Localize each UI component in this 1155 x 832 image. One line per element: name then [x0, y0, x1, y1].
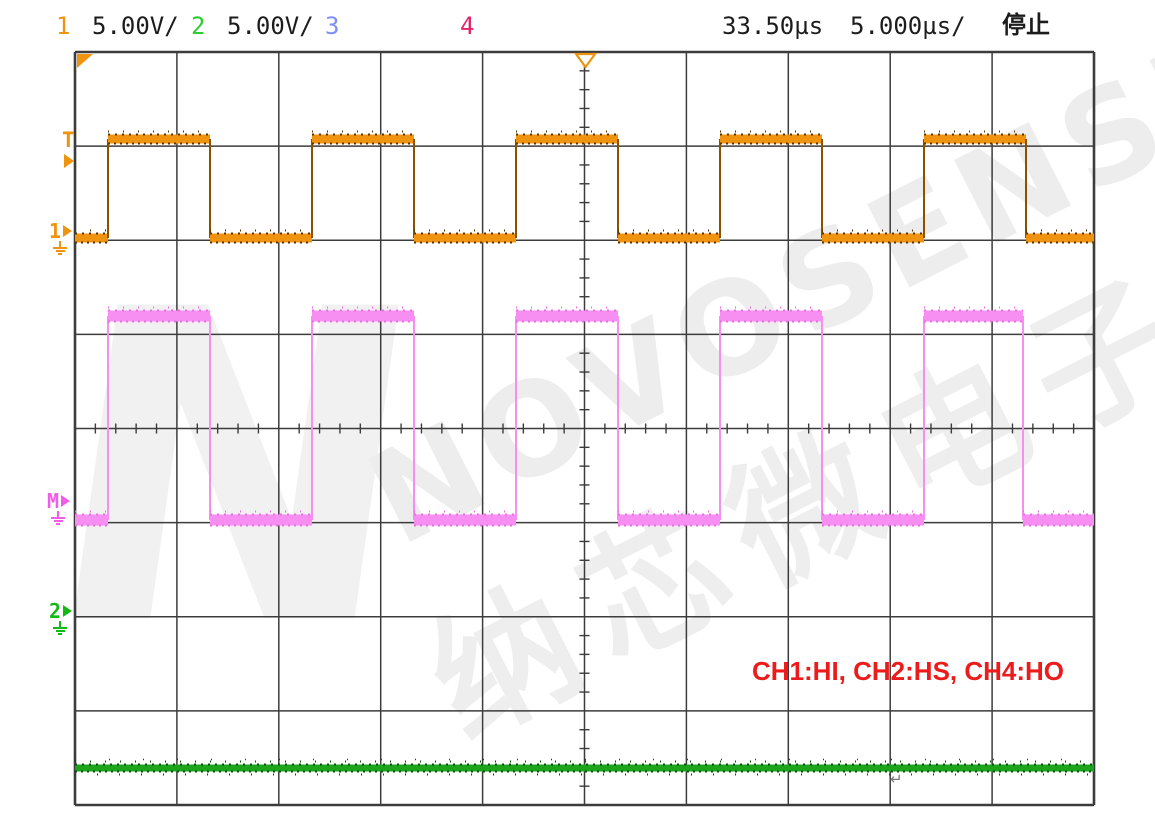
trigger-delay-readout: 33.50µs	[722, 12, 824, 40]
ch1-scale-readout: 5.00V/	[92, 12, 179, 40]
ch2-marker-arrow-icon	[63, 605, 73, 617]
ch3-number-label: 3	[325, 12, 340, 40]
trigger-level-arrow-icon	[64, 154, 74, 168]
ch1-number-label: 1	[56, 12, 71, 40]
math-marker-arrow-icon	[61, 495, 71, 507]
ch2-number-label: 2	[191, 12, 206, 40]
run-status-stop-label: 停止	[1002, 12, 1050, 39]
ch1-marker-label: 1	[49, 219, 62, 243]
ch2-scale-readout: 5.00V/	[227, 12, 314, 40]
math-ground-icon	[50, 511, 66, 525]
timebase-readout: 5.000µs/	[850, 12, 966, 40]
ch2-ground-icon	[52, 621, 68, 635]
ch1-ground-icon	[52, 241, 68, 255]
ch4-number-label: 4	[460, 12, 475, 40]
trigger-level-label: T	[62, 128, 75, 152]
return-mark-glyph: ↵	[890, 770, 903, 788]
channel-annotation-text: CH1:HI, CH2:HS, CH4:HO	[752, 656, 1065, 686]
ch2-ground-marker: 2	[49, 599, 79, 635]
trigger-level-marker: T	[62, 130, 75, 168]
ch1-ground-marker: 1	[49, 219, 79, 255]
math-ground-marker: M	[47, 489, 77, 525]
ch1-marker-arrow-icon	[63, 225, 73, 237]
ch2-marker-label: 2	[49, 599, 62, 623]
math-marker-label: M	[47, 489, 60, 513]
